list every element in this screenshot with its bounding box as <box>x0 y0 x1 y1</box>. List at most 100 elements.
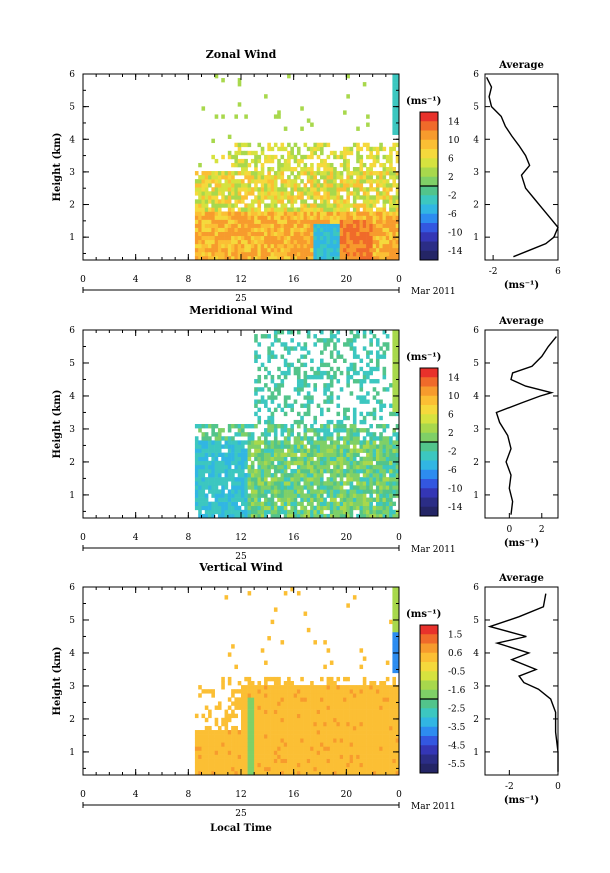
heatmap-cell <box>392 746 397 751</box>
heatmap-cell <box>375 762 380 768</box>
heatmap-cell <box>277 187 281 192</box>
heatmap-cell <box>385 754 390 759</box>
heatmap-cell <box>277 374 281 380</box>
heatmap-cell <box>247 171 252 176</box>
heatmap-cell <box>303 211 308 216</box>
heatmap-cell <box>343 187 347 192</box>
heatmap-cell <box>395 354 400 359</box>
heatmap-cell <box>280 754 285 759</box>
heatmap-cell <box>339 154 344 160</box>
heatmap-cell <box>375 399 380 404</box>
heatmap-cell <box>267 485 271 490</box>
heatmap-cell <box>320 211 324 216</box>
heatmap-cell <box>379 685 383 690</box>
heatmap-cell <box>277 766 281 772</box>
heatmap-cell <box>356 485 360 490</box>
heatmap-cell <box>306 239 311 245</box>
heatmap-cell <box>346 742 350 747</box>
heatmap-cell <box>247 235 252 241</box>
heatmap-cell <box>316 734 321 739</box>
heatmap-cell <box>217 171 222 176</box>
heatmap-cell <box>333 342 337 347</box>
heatmap-cell <box>270 477 275 482</box>
heatmap-cell <box>316 255 321 261</box>
heatmap-cell <box>369 501 373 507</box>
heatmap-cell <box>339 231 344 237</box>
heatmap-cell <box>237 762 242 768</box>
heatmap-cell <box>375 501 380 507</box>
heatmap-cell <box>217 770 222 776</box>
heatmap-cell <box>267 387 271 392</box>
heatmap-cell <box>257 754 262 759</box>
heatmap-cell <box>264 709 268 714</box>
heatmap-cell <box>296 387 301 392</box>
heatmap-cell <box>217 444 222 449</box>
heatmap-cell <box>208 207 212 212</box>
heatmap-cell <box>283 187 288 192</box>
heatmap-cell <box>382 247 387 253</box>
heatmap-cell <box>320 758 324 764</box>
heatmap-cell <box>310 219 314 224</box>
heatmap-cell <box>217 705 222 710</box>
heatmap-cell <box>313 725 318 731</box>
heatmap-cell <box>214 255 219 261</box>
heatmap-cell <box>382 330 387 335</box>
heatmap-cell <box>362 717 367 723</box>
heatmap-cell <box>296 697 301 702</box>
heatmap-cell <box>333 171 337 176</box>
heatmap-cell <box>382 424 387 429</box>
heatmap-cell <box>336 227 341 232</box>
heatmap-cell <box>346 167 350 172</box>
heatmap-cell <box>362 379 367 384</box>
heatmap-cell <box>237 766 242 772</box>
heatmap-cell <box>320 725 324 731</box>
heatmap-cell <box>356 219 360 224</box>
heatmap-cell <box>247 481 252 486</box>
heatmap-cell <box>346 223 350 228</box>
heatmap-cell <box>372 750 377 755</box>
heatmap-cell <box>237 199 242 204</box>
heatmap-cell <box>356 746 360 751</box>
heatmap-cell <box>244 489 248 494</box>
heatmap-cell <box>392 766 397 772</box>
heatmap-cell <box>290 505 294 511</box>
heatmap-cell <box>231 766 235 772</box>
heatmap-cell <box>343 770 347 776</box>
heatmap-cell <box>264 403 268 408</box>
heatmap-cell <box>395 191 400 196</box>
heatmap-cell <box>234 664 239 670</box>
heatmap-cell <box>296 693 301 698</box>
heatmap-cell <box>283 342 288 347</box>
heatmap-cell <box>326 175 331 180</box>
heatmap-cell <box>395 473 400 478</box>
heatmap-cell <box>221 485 225 490</box>
heatmap-cell <box>306 738 311 743</box>
heatmap-cell <box>395 142 400 148</box>
heatmap-cell <box>221 171 225 176</box>
heatmap-cell <box>320 207 324 212</box>
colorbar-segment <box>420 112 438 122</box>
heatmap-cell <box>198 481 202 486</box>
heatmap-cell <box>208 199 212 204</box>
heatmap-cell <box>395 750 400 755</box>
heatmap-cell <box>244 432 248 437</box>
heatmap-cell <box>267 460 271 466</box>
heatmap-cell <box>320 452 324 457</box>
heatmap-cell <box>280 468 285 474</box>
heatmap-cell <box>287 685 291 690</box>
heatmap-cell <box>320 738 324 743</box>
heatmap-cell <box>264 750 268 755</box>
heatmap-cell <box>234 730 239 735</box>
heatmap-cell <box>346 444 350 449</box>
heatmap-cell <box>224 175 229 180</box>
heatmap-cell <box>217 255 222 261</box>
heatmap-cell <box>234 199 239 204</box>
heatmap-cell <box>234 235 239 241</box>
heatmap-cell <box>234 746 239 751</box>
heatmap-cell <box>280 697 285 702</box>
heatmap-cell <box>392 705 397 710</box>
x-tick-label: 0 <box>80 533 86 543</box>
heatmap-cell <box>287 770 291 776</box>
heatmap-cell <box>273 734 278 739</box>
heatmap-cell <box>211 195 215 200</box>
